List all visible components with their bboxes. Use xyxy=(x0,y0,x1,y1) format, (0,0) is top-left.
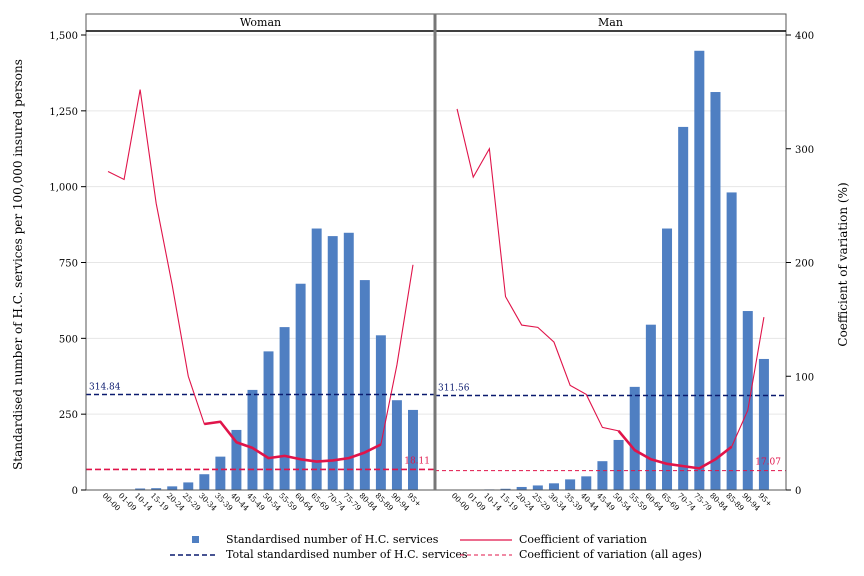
y-tick-label: 1,500 xyxy=(49,31,78,42)
bar xyxy=(135,488,146,490)
bar xyxy=(581,476,592,490)
cv-all-reference-label: 17.07 xyxy=(755,458,781,468)
bar xyxy=(629,386,640,490)
y-tick-label: 250 xyxy=(59,410,78,421)
bar xyxy=(295,283,306,490)
bar xyxy=(710,92,721,490)
bar xyxy=(742,311,753,490)
bar xyxy=(231,429,242,490)
y2-tick-label: 100 xyxy=(795,372,814,383)
bar xyxy=(662,228,673,490)
y2-tick-label: 400 xyxy=(795,31,814,42)
bar xyxy=(407,409,418,490)
bar xyxy=(199,474,210,490)
bar xyxy=(532,485,543,490)
bar xyxy=(167,486,178,490)
ticks-layer: 00-0001-0910-1415-1920-2425-2930-3435-39… xyxy=(49,31,814,513)
y-tick-label: 0 xyxy=(72,486,78,497)
total-reference-label: 314.84 xyxy=(89,382,121,392)
bar xyxy=(726,192,737,490)
bar xyxy=(548,483,559,490)
bar xyxy=(311,228,322,490)
lines-layer: 314.84 18.11 311.56 17.07 xyxy=(86,89,786,472)
bar xyxy=(694,50,705,490)
bar xyxy=(597,461,608,490)
legend-cv-label: Coefficient of variation xyxy=(519,533,647,546)
y2-tick-label: 0 xyxy=(795,486,801,497)
bar xyxy=(678,126,689,490)
y2-tick-label: 200 xyxy=(795,259,814,270)
bar xyxy=(758,358,769,490)
y-tick-label: 750 xyxy=(59,259,78,270)
bars-layer xyxy=(135,50,769,491)
bar xyxy=(263,351,274,490)
y-tick-label: 1,250 xyxy=(49,107,78,118)
legend-cv-all-label: Coefficient of variation (all ages) xyxy=(519,548,702,561)
bar xyxy=(327,236,338,490)
bar xyxy=(500,488,511,490)
cv-line-emphasis xyxy=(617,430,733,470)
bar xyxy=(247,389,258,490)
bar xyxy=(215,456,226,490)
bar xyxy=(183,482,194,490)
bar xyxy=(391,400,402,490)
bar xyxy=(343,232,354,491)
cv-all-reference-label: 18.11 xyxy=(404,456,430,466)
bar xyxy=(516,486,527,490)
bar xyxy=(375,335,386,490)
y2-axis-title: Coefficient of variation (%) xyxy=(836,182,850,346)
bar xyxy=(151,488,162,490)
bar xyxy=(279,327,290,490)
total-reference-label: 311.56 xyxy=(438,383,470,393)
bar xyxy=(645,324,656,490)
legend: Standardised number of H.C. services Coe… xyxy=(170,533,702,561)
cv-line-emphasis xyxy=(204,420,382,463)
y-tick-label: 500 xyxy=(59,334,78,345)
panel-title-woman: Woman xyxy=(240,16,281,29)
legend-total-label: Total standardised number of H.C. servic… xyxy=(226,548,468,561)
legend-bar-swatch xyxy=(192,536,199,543)
bar xyxy=(565,479,576,490)
y2-tick-label: 300 xyxy=(795,145,814,156)
y-tick-label: 1,000 xyxy=(49,183,78,194)
panel-title-man: Man xyxy=(598,16,623,29)
legend-bar-label: Standardised number of H.C. services xyxy=(226,533,439,546)
frame-layer xyxy=(85,13,787,491)
y-axis-title: Standardised number of H.C. services per… xyxy=(11,59,25,470)
bar xyxy=(613,439,624,490)
bar xyxy=(359,280,370,490)
